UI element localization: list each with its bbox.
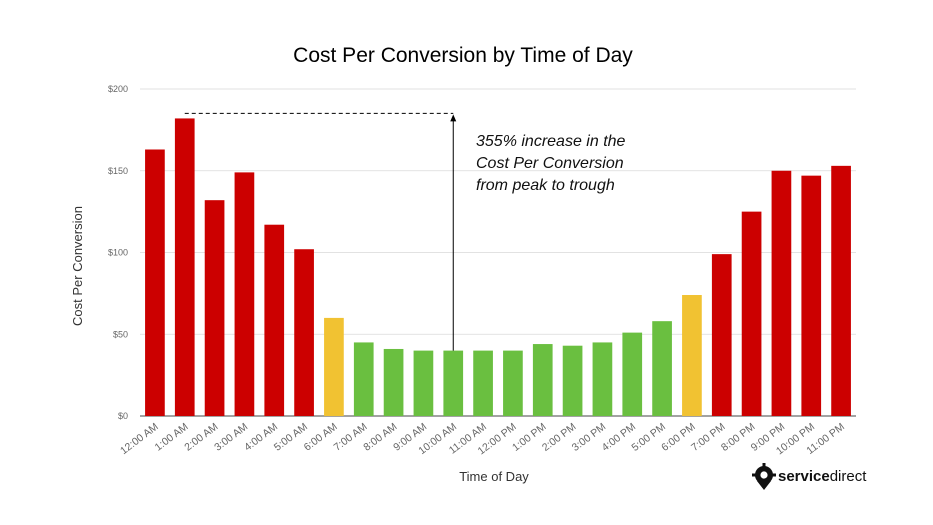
y-tick-label: $100	[108, 248, 128, 258]
logo-wordmark: servicedirect	[778, 468, 867, 485]
bar	[711, 254, 732, 416]
bar	[443, 350, 464, 416]
bar	[145, 149, 165, 416]
bar	[204, 200, 225, 416]
bars	[145, 118, 851, 417]
bar	[234, 172, 255, 416]
x-axis-title: Time of Day	[459, 469, 529, 484]
bar	[831, 165, 851, 416]
bar	[652, 321, 672, 416]
logo-text-regular: direct	[830, 468, 868, 485]
gridlines	[140, 88, 856, 417]
bar	[592, 342, 613, 416]
bar	[353, 342, 374, 416]
x-axis-ticks: 12:00 AM1:00 AM2:00 AM3:00 AM4:00 AM5:00…	[118, 421, 847, 458]
annotation-line-3: from peak to trough	[476, 177, 615, 194]
bar	[294, 249, 314, 416]
bar	[503, 350, 523, 416]
logo-text-bold: service	[778, 468, 830, 485]
y-axis-title: Cost Per Conversion	[70, 206, 85, 326]
bar	[383, 348, 404, 416]
increase-arrow-head	[450, 114, 457, 122]
bar	[324, 317, 344, 416]
y-tick-label: $150	[108, 166, 128, 176]
y-tick-label: $0	[118, 411, 128, 421]
y-tick-label: $200	[108, 84, 128, 94]
chart-title: Cost Per Conversion by Time of Day	[293, 44, 633, 67]
annotation-line-2: Cost Per Conversion	[476, 155, 624, 172]
annotation-line-1: 355% increase in the	[476, 133, 626, 150]
bar	[771, 170, 792, 416]
y-axis-ticks: $0 $50 $100 $150 $200	[108, 84, 128, 421]
bar	[174, 118, 195, 417]
bar	[264, 224, 285, 416]
x-tick-label: 12:00 AM	[118, 421, 161, 457]
annotation: 355% increase in the Cost Per Conversion…	[184, 112, 626, 351]
bar	[682, 295, 702, 416]
y-tick-label: $50	[113, 329, 128, 339]
bar	[741, 211, 762, 416]
bar	[562, 345, 583, 416]
gear-pin-icon	[752, 463, 776, 490]
bar	[801, 175, 822, 416]
bar	[473, 350, 493, 416]
bar	[622, 332, 643, 416]
bar	[532, 344, 553, 416]
bar	[413, 350, 434, 416]
servicedirect-logo: servicedirect	[752, 463, 867, 490]
